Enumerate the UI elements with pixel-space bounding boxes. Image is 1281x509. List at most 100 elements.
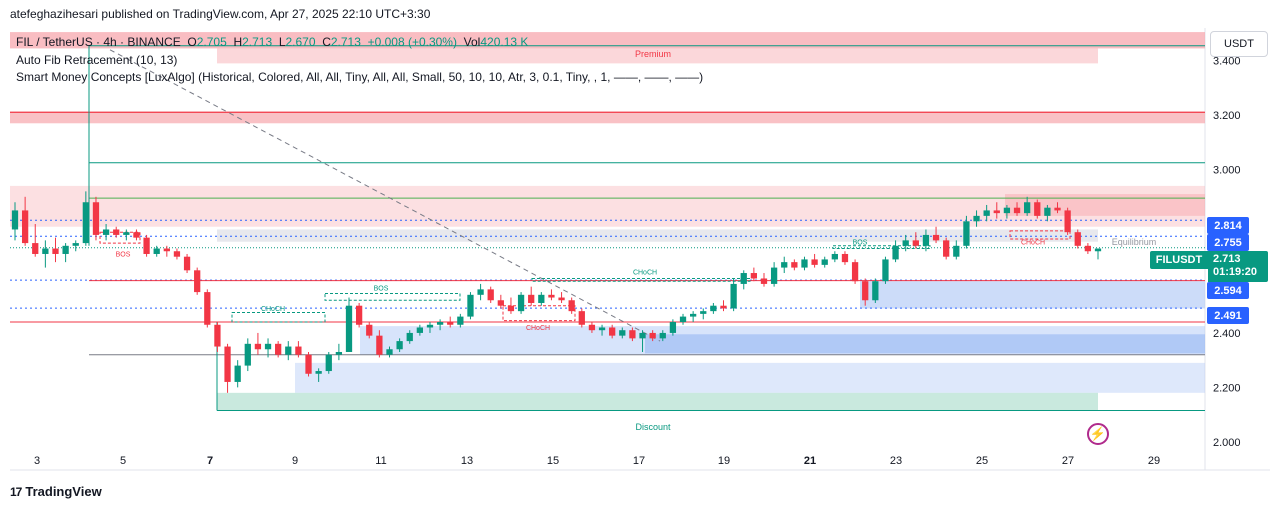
demand-zone-upper	[860, 281, 1205, 309]
candle-body	[791, 262, 798, 268]
premium-zone	[10, 32, 1205, 49]
structure-label-0: BOS	[116, 252, 131, 259]
discount-label: Discount	[635, 422, 671, 432]
candle-body	[507, 305, 515, 312]
candle-body	[528, 294, 535, 303]
candle-body	[548, 294, 555, 298]
candle-body	[1034, 202, 1041, 216]
candle-body	[467, 294, 474, 317]
candle-body	[1013, 207, 1021, 214]
candle-body	[730, 283, 737, 309]
candle-body	[224, 346, 231, 382]
candle-body	[62, 245, 69, 254]
structure-label-6: CHoCH	[1021, 239, 1045, 246]
candle-body	[578, 311, 585, 325]
last-price-value: 2.713	[1213, 253, 1241, 265]
candle-body	[690, 313, 697, 317]
candle-body	[477, 289, 484, 295]
choch-box-2	[531, 277, 751, 282]
candle-body	[275, 343, 282, 355]
x-tick-label: 17	[633, 455, 645, 467]
candle-body	[619, 330, 626, 336]
candle-body	[902, 240, 909, 246]
bos-box-bearish	[99, 231, 141, 244]
candle-body	[42, 248, 49, 254]
equilibrium-label: Equilibrium	[1112, 237, 1157, 247]
candle-body	[244, 343, 251, 366]
structure-label-2: BOS	[374, 286, 389, 293]
candle-body	[700, 311, 707, 314]
high-value: 2.713	[242, 35, 273, 49]
candle-body	[426, 324, 434, 328]
candle-body	[811, 259, 818, 265]
candle-body	[659, 332, 666, 339]
candle-body	[366, 324, 373, 336]
low-value: 2.670	[285, 35, 316, 49]
change-value: +0.008 (+0.30%)	[367, 35, 457, 49]
candle-body	[11, 210, 19, 230]
candle-body	[416, 327, 423, 333]
lightning-icon[interactable]: ⚡	[1087, 423, 1109, 445]
symbol-name: FIL / TetherUS · 4h · BINANCE	[16, 35, 181, 49]
low-label: L	[278, 35, 286, 49]
x-tick-label: 27	[1062, 455, 1074, 467]
candle-body	[1054, 207, 1061, 211]
candle-body	[82, 202, 89, 244]
candle-body	[770, 267, 778, 284]
candle-body	[72, 243, 79, 246]
close-label: C	[322, 35, 331, 49]
candle-body	[1024, 202, 1031, 214]
candle-body	[92, 202, 100, 235]
last-price-tag: 2.713 01:19:20	[1208, 251, 1268, 282]
candle-body	[153, 248, 160, 254]
x-tick-label: 19	[718, 455, 730, 467]
price-tag-2755: 2.755	[1207, 234, 1249, 251]
structure-label-1: CHoCH	[261, 306, 285, 313]
x-tick-label: 21	[804, 455, 816, 467]
indicator-fib-legend[interactable]: Auto Fib Retracement (10, 13)	[16, 53, 178, 67]
candle-body	[447, 322, 454, 325]
tradingview-mark-icon: 17	[10, 484, 22, 499]
choch-box-bearish	[502, 305, 576, 322]
footer-brand: TradingView	[25, 484, 102, 499]
candle-body	[679, 316, 687, 323]
candle-body	[781, 262, 788, 268]
discount-zone	[217, 392, 1098, 411]
candle-body	[335, 351, 343, 355]
price-tag-2491: 2.491	[1207, 307, 1249, 324]
y-tick-label: 2.000	[1213, 437, 1241, 449]
candle-body	[1003, 207, 1011, 214]
candle-body	[457, 316, 464, 325]
candle-body	[517, 294, 525, 312]
candle-body	[639, 332, 646, 339]
candle-body	[376, 335, 383, 355]
candle-body	[497, 300, 504, 306]
candle-body	[862, 281, 869, 301]
x-tick-label: 29	[1148, 455, 1160, 467]
price-tag-2814: 2.814	[1207, 217, 1249, 234]
candle-body	[295, 346, 302, 355]
candle-body	[264, 343, 272, 350]
currency-selector-button[interactable]: USDT	[1210, 31, 1268, 57]
candle-body	[892, 245, 899, 260]
structure-label-5: BOS	[853, 239, 868, 246]
candle-body	[882, 259, 889, 282]
choch-box-1	[231, 312, 326, 323]
open-value: 2.705	[196, 35, 227, 49]
indicator-smc-legend[interactable]: Smart Money Concepts [LuxAlgo] (Historic…	[16, 70, 704, 84]
candle-body	[821, 259, 828, 265]
candle-body	[851, 262, 859, 282]
candle-body	[750, 273, 758, 279]
premium-label: Premium	[635, 49, 671, 59]
premium-zone-extension	[217, 48, 1098, 64]
bos-box-1	[324, 292, 461, 301]
candle-body	[1074, 232, 1081, 246]
candle-body	[983, 210, 990, 216]
candle-body	[143, 237, 150, 254]
candle-body	[21, 210, 29, 244]
structure-label-3: CHoCH	[526, 325, 550, 332]
tradingview-logo[interactable]: 17 TradingView	[10, 484, 102, 499]
candle-body	[1064, 210, 1071, 233]
candle-body	[204, 292, 211, 325]
